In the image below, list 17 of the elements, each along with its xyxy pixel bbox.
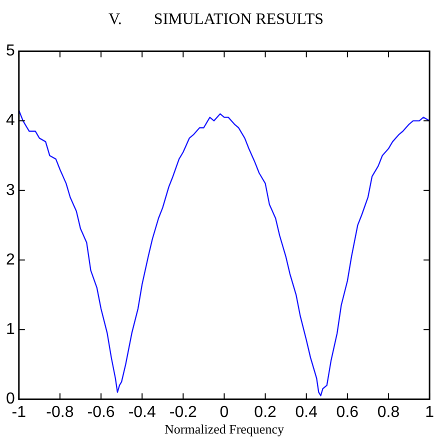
y-tick-label: 4	[6, 112, 15, 130]
x-tick-label: -0.2	[169, 404, 198, 422]
x-tick-label: 1	[425, 404, 434, 422]
x-tick-label: -0.8	[46, 404, 74, 422]
x-tick-label: 0.2	[254, 404, 277, 422]
x-tick-label: 0.4	[295, 404, 318, 422]
y-tick-label: 5	[6, 42, 15, 60]
y-tick-label: 1	[6, 321, 15, 338]
y-tick-label: 2	[6, 251, 15, 268]
x-tick-label: -0.6	[87, 404, 115, 422]
x-tick-label: 0	[220, 404, 229, 422]
x-tick-label: 0.6	[336, 404, 359, 422]
x-tick-label: 0.8	[377, 404, 400, 422]
x-axis-title: Normalized Frequency	[164, 422, 284, 437]
chart-title: V. SIMULATION RESULTS	[108, 10, 324, 28]
x-tick-label: -0.4	[128, 404, 156, 422]
y-tick-label: 3	[6, 182, 15, 199]
